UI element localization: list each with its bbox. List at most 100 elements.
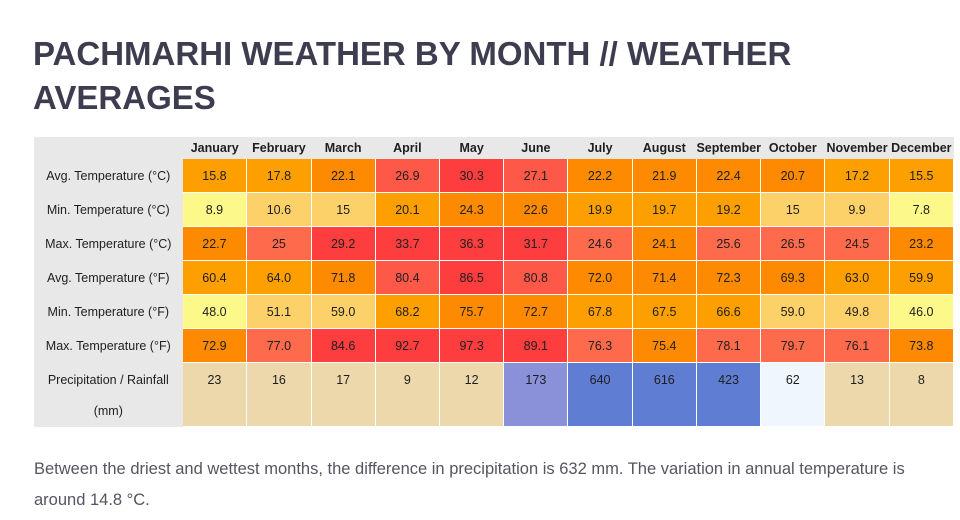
value-cell: 71.8 — [311, 260, 376, 295]
month-header: July — [567, 137, 633, 159]
month-header: October — [760, 137, 825, 159]
value-cell: 69.3 — [760, 260, 826, 295]
value-cell: 24.3 — [439, 192, 505, 227]
row-label: Min. Temperature (°C) — [34, 192, 183, 227]
value-cell: 23.2 — [889, 226, 955, 261]
value-cell: 25.6 — [696, 226, 762, 261]
month-header: September — [696, 137, 761, 159]
value-cell: 19.9 — [567, 192, 633, 227]
value-cell: 8 — [889, 362, 955, 427]
value-cell: 173 — [503, 362, 569, 427]
month-header: May — [439, 137, 504, 159]
value-cell: 22.6 — [503, 192, 569, 227]
table-row: Max. Temperature (°C) 22.7 25 29.2 33.7 36.3 3… — [34, 226, 955, 261]
value-cell: 9 — [375, 362, 441, 427]
value-cell: 26.9 — [375, 159, 441, 193]
value-cell: 15 — [311, 192, 376, 227]
row-label: Min. Temperature (°F) — [34, 294, 183, 329]
value-cell: 26.5 — [760, 226, 826, 261]
value-cell: 67.8 — [567, 294, 633, 329]
month-header: March — [311, 137, 376, 159]
value-cell: 89.1 — [503, 328, 569, 363]
month-header: November — [824, 137, 890, 159]
table-row: Min. Temperature (°F) 48.0 51.1 59.0 68.2 75.… — [34, 294, 955, 329]
value-cell: 49.8 — [824, 294, 890, 329]
value-cell: 8.9 — [182, 192, 248, 227]
weather-table-container: January February March April May June Ju… — [34, 137, 955, 427]
value-cell: 36.3 — [439, 226, 505, 261]
value-cell: 27.1 — [503, 159, 569, 193]
value-cell: 72.3 — [696, 260, 762, 295]
value-cell: 23 — [182, 362, 248, 427]
value-cell: 77.0 — [246, 328, 312, 363]
value-cell: 10.6 — [246, 192, 312, 227]
value-cell: 48.0 — [182, 294, 248, 329]
value-cell: 31.7 — [503, 226, 569, 261]
header-corner — [34, 137, 183, 159]
value-cell: 79.7 — [760, 328, 826, 363]
value-cell: 13 — [824, 362, 890, 427]
row-label: Avg. Temperature (°F) — [34, 260, 183, 295]
value-cell: 21.9 — [632, 159, 697, 193]
value-cell: 75.7 — [439, 294, 505, 329]
value-cell: 25 — [246, 226, 312, 261]
value-cell: 24.6 — [567, 226, 633, 261]
value-cell: 66.6 — [696, 294, 762, 329]
value-cell: 62 — [760, 362, 826, 427]
value-cell: 15.8 — [182, 159, 248, 193]
value-cell: 17 — [311, 362, 376, 427]
value-cell: 19.2 — [696, 192, 762, 227]
value-cell: 63.0 — [824, 260, 890, 295]
value-cell: 78.1 — [696, 328, 762, 363]
value-cell: 30.3 — [439, 159, 505, 193]
value-cell: 84.6 — [311, 328, 376, 363]
value-cell: 20.1 — [375, 192, 441, 227]
value-cell: 22.4 — [696, 159, 762, 193]
value-cell: 80.4 — [375, 260, 441, 295]
value-cell: 59.0 — [760, 294, 826, 329]
month-header: February — [246, 137, 312, 159]
value-cell: 24.5 — [824, 226, 890, 261]
value-cell: 72.0 — [567, 260, 633, 295]
value-cell: 17.8 — [246, 159, 312, 193]
value-cell: 59.9 — [889, 260, 955, 295]
month-header: April — [375, 137, 440, 159]
value-cell: 12 — [439, 362, 505, 427]
value-cell: 9.9 — [824, 192, 890, 227]
value-cell: 71.4 — [632, 260, 697, 295]
value-cell: 19.7 — [632, 192, 697, 227]
value-cell: 73.8 — [889, 328, 955, 363]
table-body: Avg. Temperature (°C) 15.8 17.8 22.1 26.9 30.… — [34, 159, 955, 427]
value-cell: 67.5 — [632, 294, 697, 329]
page-title: PACHMARHI WEATHER BY MONTH // WEATHER AV… — [33, 35, 792, 116]
value-cell: 59.0 — [311, 294, 376, 329]
value-cell: 423 — [696, 362, 762, 427]
value-cell: 64.0 — [246, 260, 312, 295]
value-cell: 16 — [246, 362, 312, 427]
table-row: Max. Temperature (°F) 72.9 77.0 84.6 92.7 97.… — [34, 328, 955, 363]
row-label: Max. Temperature (°F) — [34, 328, 183, 363]
value-cell: 29.2 — [311, 226, 376, 261]
row-label: Max. Temperature (°C) — [34, 226, 183, 261]
table-row: Avg. Temperature (°C) 15.8 17.8 22.1 26.9 30.… — [34, 159, 955, 193]
value-cell: 76.1 — [824, 328, 890, 363]
value-cell: 51.1 — [246, 294, 312, 329]
value-cell: 80.8 — [503, 260, 569, 295]
value-cell: 72.7 — [503, 294, 569, 329]
value-cell: 7.8 — [889, 192, 955, 227]
value-cell: 24.1 — [632, 226, 697, 261]
month-header: December — [889, 137, 954, 159]
table-row: Avg. Temperature (°F) 60.4 64.0 71.8 80.4 86.… — [34, 260, 955, 295]
value-cell: 22.1 — [311, 159, 376, 193]
value-cell: 17.2 — [824, 159, 890, 193]
value-cell: 97.3 — [439, 328, 505, 363]
value-cell: 60.4 — [182, 260, 248, 295]
value-cell: 72.9 — [182, 328, 248, 363]
row-label: Precipitation / Rainfall (mm) — [34, 362, 183, 427]
row-label: Avg. Temperature (°C) — [34, 159, 183, 193]
month-header: June — [503, 137, 568, 159]
value-cell: 22.7 — [182, 226, 248, 261]
value-cell: 68.2 — [375, 294, 441, 329]
value-cell: 92.7 — [375, 328, 441, 363]
